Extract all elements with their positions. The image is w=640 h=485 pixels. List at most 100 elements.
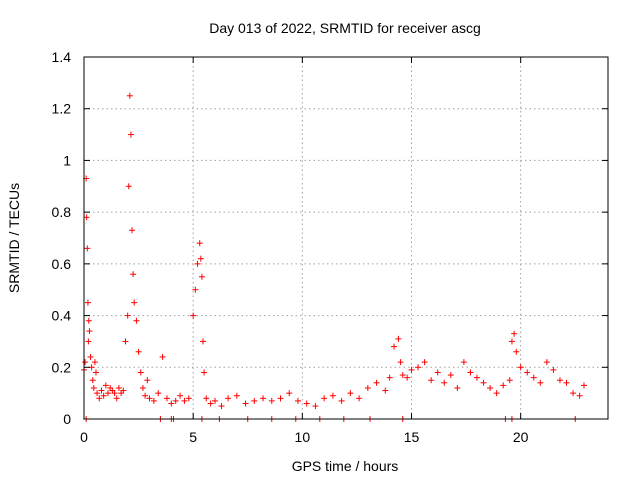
data-point [474,374,480,381]
data-point [172,397,179,404]
data-point [129,227,136,234]
x-tick-label: 15 [404,429,420,445]
data-point [100,392,107,399]
data-point [89,377,96,384]
data-point [347,390,354,397]
data-point [576,392,583,399]
data-point [454,384,461,391]
y-tick-label: 0 [63,411,71,427]
data-point [201,369,208,376]
data-point [85,338,92,345]
data-point [511,330,518,337]
data-point [399,372,406,379]
data-point [395,335,402,342]
x-tick-label: 5 [189,429,197,445]
data-point [580,382,587,389]
data-point [428,377,435,384]
data-point [218,403,225,410]
data-point [142,392,149,399]
x-tick-label: 20 [513,429,529,445]
data-point [260,395,267,402]
data-point [513,348,520,355]
data-point [84,245,91,252]
data-point [155,390,162,397]
data-point [85,317,92,324]
data-point [421,359,428,366]
data-point [177,392,184,399]
data-point [434,369,441,376]
data-point [508,338,515,345]
y-tick-label: 0.2 [52,359,72,375]
data-point [150,397,157,404]
data-point [181,397,188,404]
data-point [233,392,240,399]
data-point [242,400,249,407]
data-point [163,395,170,402]
x-tick-label: 0 [80,429,88,445]
y-axis-title: SRMTID / TECUs [6,183,22,293]
data-point [144,377,151,384]
data-point [493,390,500,397]
data-point [556,377,563,384]
data-point [447,372,454,379]
data-point [373,379,380,386]
data-point [524,369,531,376]
data-point [82,359,89,366]
data-point [563,379,570,386]
data-point [159,353,166,360]
x-axis-title: GPS time / hours [292,458,399,474]
y-tick-label: 0.6 [52,256,72,272]
data-point [277,395,284,402]
data-point [113,395,120,402]
data-point [286,390,293,397]
data-point [102,382,109,389]
plot-frame [83,56,609,420]
data-point [321,395,328,402]
data-point [441,379,448,386]
x-tick-label: 10 [295,429,311,445]
data-point [122,338,129,345]
y-tick-label: 1 [63,152,71,168]
data-point [131,299,138,306]
data-point [391,343,398,350]
data-point [94,390,101,397]
data-point [91,359,98,366]
y-tick-label: 0.8 [52,204,72,220]
data-point [93,369,100,376]
data-point [133,317,140,324]
data-point [87,353,94,360]
data-point [126,92,133,99]
data-point [408,366,415,373]
data-point [168,400,175,407]
y-tick-label: 1.2 [52,101,72,117]
data-point [105,390,112,397]
data-point [146,395,153,402]
data-point [303,400,310,407]
axes: 0 0.2 0.4 0.6 0.8 1 1.2 1.4 0 5 10 15 20 [52,49,609,445]
data-point [194,260,201,267]
data-point [480,379,487,386]
data-point [199,338,206,345]
y-tick-label: 0.4 [52,308,72,324]
data-point [537,379,544,386]
data-point [570,390,577,397]
data-point [127,131,134,138]
y-tick-label: 1.4 [52,49,72,65]
data-point [96,395,103,402]
data-point [550,366,557,373]
data-point [139,384,146,391]
data-point [487,384,494,391]
data-point [125,183,132,190]
data-point [135,348,142,355]
data-point [86,328,93,335]
data-point [225,395,232,402]
data-point [500,382,507,389]
data-point [506,377,513,384]
chart-title: Day 013 of 2022, SRMTID for receiver asc… [209,20,481,36]
data-point [190,312,197,319]
data-point [98,387,105,394]
data-point [356,395,363,402]
data-point [251,397,258,404]
data-point [467,369,474,376]
